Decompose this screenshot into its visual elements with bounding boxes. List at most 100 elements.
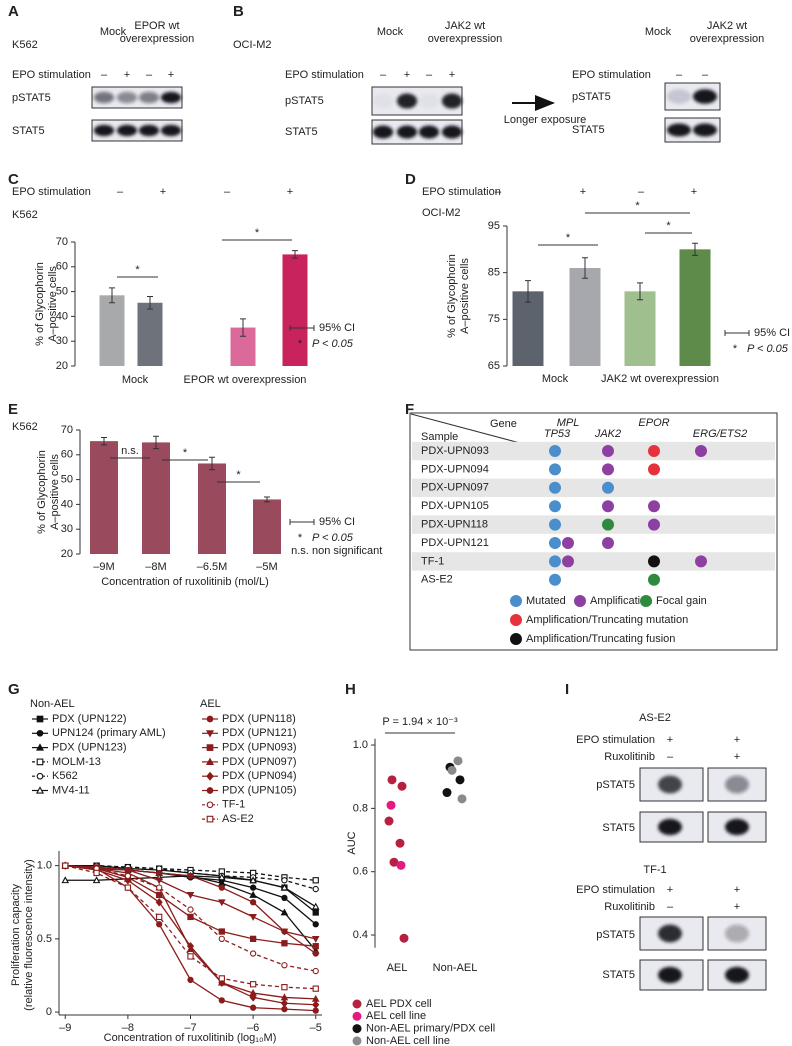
cell-line: K562 (12, 39, 38, 51)
data-point (187, 872, 194, 880)
data-point (281, 984, 288, 991)
row-label: PDX-UPN094 (421, 463, 489, 475)
data-point (155, 898, 163, 907)
error-bar (692, 242, 698, 256)
data-point (124, 872, 132, 880)
alteration-dot (549, 573, 561, 586)
panel-letter: F (405, 401, 414, 418)
legend-label: Amplification/Truncating fusion (526, 633, 675, 645)
protein-label: STAT5 (602, 822, 635, 834)
y-tick-label: 60 (56, 261, 68, 273)
condition-sign: – (146, 69, 153, 81)
legend-marker (206, 787, 214, 794)
legend-text: P < 0.05 (312, 338, 354, 350)
legend-marker (352, 1011, 362, 1021)
legend-symbol: * (298, 338, 303, 350)
bar (624, 291, 656, 366)
data-point (389, 857, 399, 867)
column-header: EPOR wt (134, 20, 179, 32)
legend-label: MV4-11 (52, 784, 90, 796)
error-bar (209, 456, 215, 471)
ci-key (724, 330, 750, 336)
column-header: Mock (645, 26, 672, 38)
significance-label: P = 1.94 × 10⁻³ (382, 716, 458, 728)
y-tick-label: 60 (61, 449, 73, 461)
alteration-dot (549, 500, 561, 513)
data-point (156, 891, 163, 899)
alteration-dot (562, 555, 574, 568)
blot-band (138, 124, 160, 137)
column-header: JAK2 wt (445, 20, 485, 32)
legend-marker (510, 614, 522, 626)
legend-label: PDX (UPN118) (222, 713, 296, 725)
significance-label: * (135, 264, 140, 276)
subtitle: K562 (12, 209, 38, 221)
panel-letter: B (233, 3, 244, 20)
column-header: Mock (377, 26, 404, 38)
y-tick-label: 65 (488, 360, 500, 372)
bar (253, 499, 281, 554)
protein-label: pSTAT5 (285, 95, 324, 107)
data-point (93, 869, 100, 877)
data-point (249, 950, 257, 957)
alteration-dot (602, 481, 614, 494)
panel-letter: D (405, 171, 416, 188)
data-point (280, 999, 289, 1008)
data-point (61, 876, 70, 884)
column-header: Mock (100, 26, 127, 38)
blot-band (396, 125, 418, 139)
row-label: PDX-UPN097 (421, 482, 489, 494)
y-tick-label: 85 (488, 267, 500, 279)
bar (282, 254, 308, 366)
y-axis-title: A–positive cells (49, 454, 61, 530)
subtitle: OCI-M2 (422, 207, 461, 219)
data-point (453, 756, 463, 766)
column-header: overexpression (120, 33, 195, 45)
arrow-note: Longer exposure (504, 114, 587, 126)
protein-label: STAT5 (572, 124, 605, 136)
blot-band (116, 124, 138, 137)
legend-label: AEL cell line (366, 1010, 426, 1022)
data-point (312, 985, 319, 992)
condition-sign: + (168, 69, 174, 81)
y-tick-label: 30 (61, 523, 73, 535)
y-axis-title: % of Glycophorin (446, 254, 458, 338)
legend-marker (36, 772, 44, 780)
legend-text: 95% CI (319, 322, 355, 334)
data-point (218, 997, 225, 1004)
blot-band (93, 124, 115, 137)
group-label: Mock (122, 374, 149, 386)
condition-label: EPO stimulation (12, 69, 91, 81)
x-axis-title: Concentration of ruxolitinib (mol/L) (101, 576, 269, 588)
data-point (249, 993, 257, 1002)
data-point (396, 860, 406, 870)
blot-band (93, 91, 115, 104)
panel-letter: E (8, 401, 18, 418)
condition-label: Ruxolitinib (604, 751, 655, 763)
data-point (156, 884, 163, 891)
data-point (457, 794, 467, 804)
alteration-dot (549, 481, 561, 494)
column-header: MPL (557, 417, 580, 429)
y-axis-title: Proliferation capacity (10, 883, 22, 986)
legend-label: K562 (52, 770, 78, 782)
data-point (187, 913, 194, 921)
blot-band (160, 91, 182, 104)
data-point (311, 994, 320, 1002)
condition-sign: + (667, 884, 673, 896)
table-frame (409, 412, 778, 651)
significance-label: n.s. (121, 445, 139, 457)
y-axis-title: AUC (346, 831, 358, 854)
column-header: JAK2 wt (707, 20, 747, 32)
condition-sign: – (101, 69, 108, 81)
data-point (186, 941, 195, 951)
data-point (281, 894, 288, 902)
panel-letter: I (565, 681, 569, 698)
data-point (455, 775, 465, 785)
alteration-dot (602, 537, 614, 549)
bar (512, 291, 544, 366)
bar (679, 249, 711, 366)
significance-label: * (666, 220, 671, 232)
legend-text: non significant (312, 545, 382, 557)
x-tick-label: –9 (59, 1022, 71, 1034)
